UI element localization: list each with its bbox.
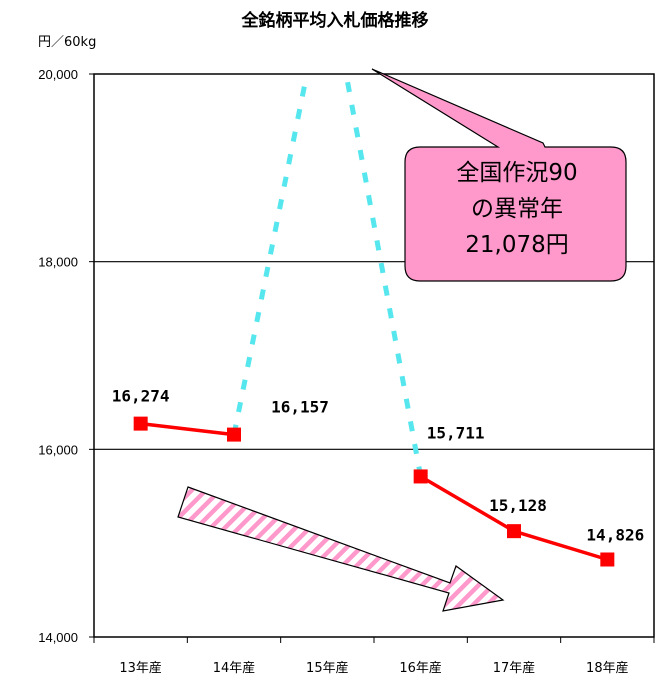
series-segment (513, 529, 608, 562)
x-tick-label: 13年産 (119, 660, 162, 676)
anomaly-callout: 全国作況90 の異常年 21,078円 (371, 68, 627, 282)
callout-bubble (371, 68, 627, 282)
chart-title: 全銘柄平均入札価格推移 (241, 10, 429, 31)
y-axis-ticks: 14,000 16,000 18,000 20,000 (38, 67, 94, 645)
y-tick-label: 18,000 (38, 255, 78, 270)
x-tick-label: 15年産 (306, 660, 349, 676)
data-labels: 16,274 16,157 15,711 15,128 14,826 (112, 387, 644, 545)
gridlines (94, 261, 654, 450)
y-axis-unit-label: 円／60kg (38, 35, 96, 50)
downward-trend-arrow (177, 486, 505, 612)
x-tick-label: 16年産 (399, 660, 442, 676)
data-point-marker (133, 416, 148, 431)
data-label: 16,274 (112, 387, 170, 406)
callout-line-3: 21,078円 (465, 232, 568, 258)
x-tick-label: 17年産 (493, 660, 536, 676)
series-segment (140, 421, 235, 437)
data-point-marker (227, 427, 241, 442)
data-point-marker (507, 524, 521, 539)
data-label: 15,711 (427, 423, 485, 442)
data-label: 15,128 (489, 496, 547, 515)
data-label: 14,826 (586, 525, 644, 544)
data-label: 16,157 (271, 398, 329, 417)
data-point-marker (600, 552, 615, 567)
series-segment (419, 474, 515, 533)
spike-line-up (231, 73, 310, 436)
y-tick-label: 14,000 (38, 630, 78, 645)
x-axis-ticks: 13年産 14年産 15年産 16年産 17年産 18年産 (93, 637, 655, 676)
callout-line-2: の異常年 (471, 196, 563, 222)
y-tick-label: 20,000 (38, 67, 78, 82)
data-point-marker (413, 469, 428, 484)
callout-line-1: 全国作況90 (456, 160, 577, 186)
y-tick-label: 16,000 (38, 442, 78, 457)
x-tick-label: 14年産 (213, 660, 256, 676)
anomaly-spike-lines (231, 73, 424, 477)
price-series (133, 416, 615, 567)
x-tick-label: 18年産 (586, 660, 629, 676)
